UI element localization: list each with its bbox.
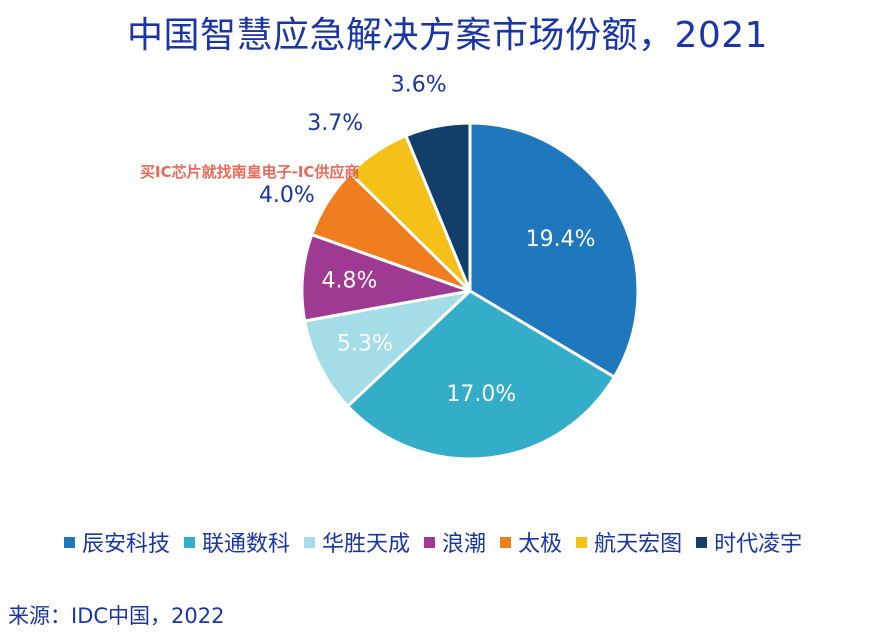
chart-legend: 辰安科技 联通数科 华胜天成 浪潮 太极 航天宏图 时代凌宇 — [64, 526, 894, 558]
legend-item-2: 联通数科 — [184, 526, 290, 558]
watermark-text: 买IC芯片就找南皇电子-IC供应商 — [140, 163, 360, 181]
source-note: 来源：IDC中国，2022 — [8, 604, 225, 628]
pie-slice-2 — [346, 289, 616, 461]
legend-swatch — [304, 536, 316, 548]
pie-slice-4 — [300, 233, 472, 323]
data-label-7: 3.6% — [391, 72, 447, 97]
pie-slices — [300, 121, 640, 461]
legend-swatch — [696, 536, 708, 548]
pie-data-labels: 19.4% 17.0% 5.3% 4.8% 4.0% 3.7% 3.6% — [259, 72, 596, 407]
legend-item-4: 浪潮 — [424, 526, 486, 558]
legend-label: 华胜天成 — [322, 532, 411, 557]
legend-item-5: 太极 — [500, 526, 562, 558]
legend-item-1: 辰安科技 — [64, 526, 170, 558]
legend-item-6: 航天宏图 — [576, 526, 682, 558]
legend-label: 时代凌宇 — [714, 532, 803, 557]
legend-swatch — [576, 536, 588, 548]
legend-label: 航天宏图 — [594, 532, 683, 557]
pie-slice-7 — [404, 121, 472, 293]
chart-title: 中国智慧应急解决方案市场份额，2021 — [126, 15, 769, 56]
legend-item-7: 时代凌宇 — [696, 526, 802, 558]
data-label-3: 5.3% — [337, 331, 393, 356]
pie-slice-1 — [468, 121, 640, 379]
legend-label: 浪潮 — [442, 532, 487, 557]
legend-label: 辰安科技 — [82, 532, 171, 557]
legend-label: 联通数科 — [202, 532, 291, 557]
legend-swatch — [500, 536, 512, 548]
data-label-4: 4.8% — [321, 269, 377, 294]
data-label-5: 4.0% — [259, 183, 315, 208]
data-label-2: 17.0% — [446, 382, 516, 407]
pie-slice-3 — [303, 289, 472, 408]
legend-swatch — [64, 536, 75, 548]
legend-label: 太极 — [518, 532, 563, 557]
data-label-1: 19.4% — [526, 227, 596, 252]
pie-chart: 19.4% 17.0% 5.3% 4.8% 4.0% 3.7% 3.6% — [259, 72, 640, 461]
legend-item-3: 华胜天成 — [304, 526, 410, 558]
legend-swatch — [424, 536, 436, 548]
data-label-6: 3.7% — [307, 111, 363, 136]
legend-swatch — [184, 536, 196, 548]
